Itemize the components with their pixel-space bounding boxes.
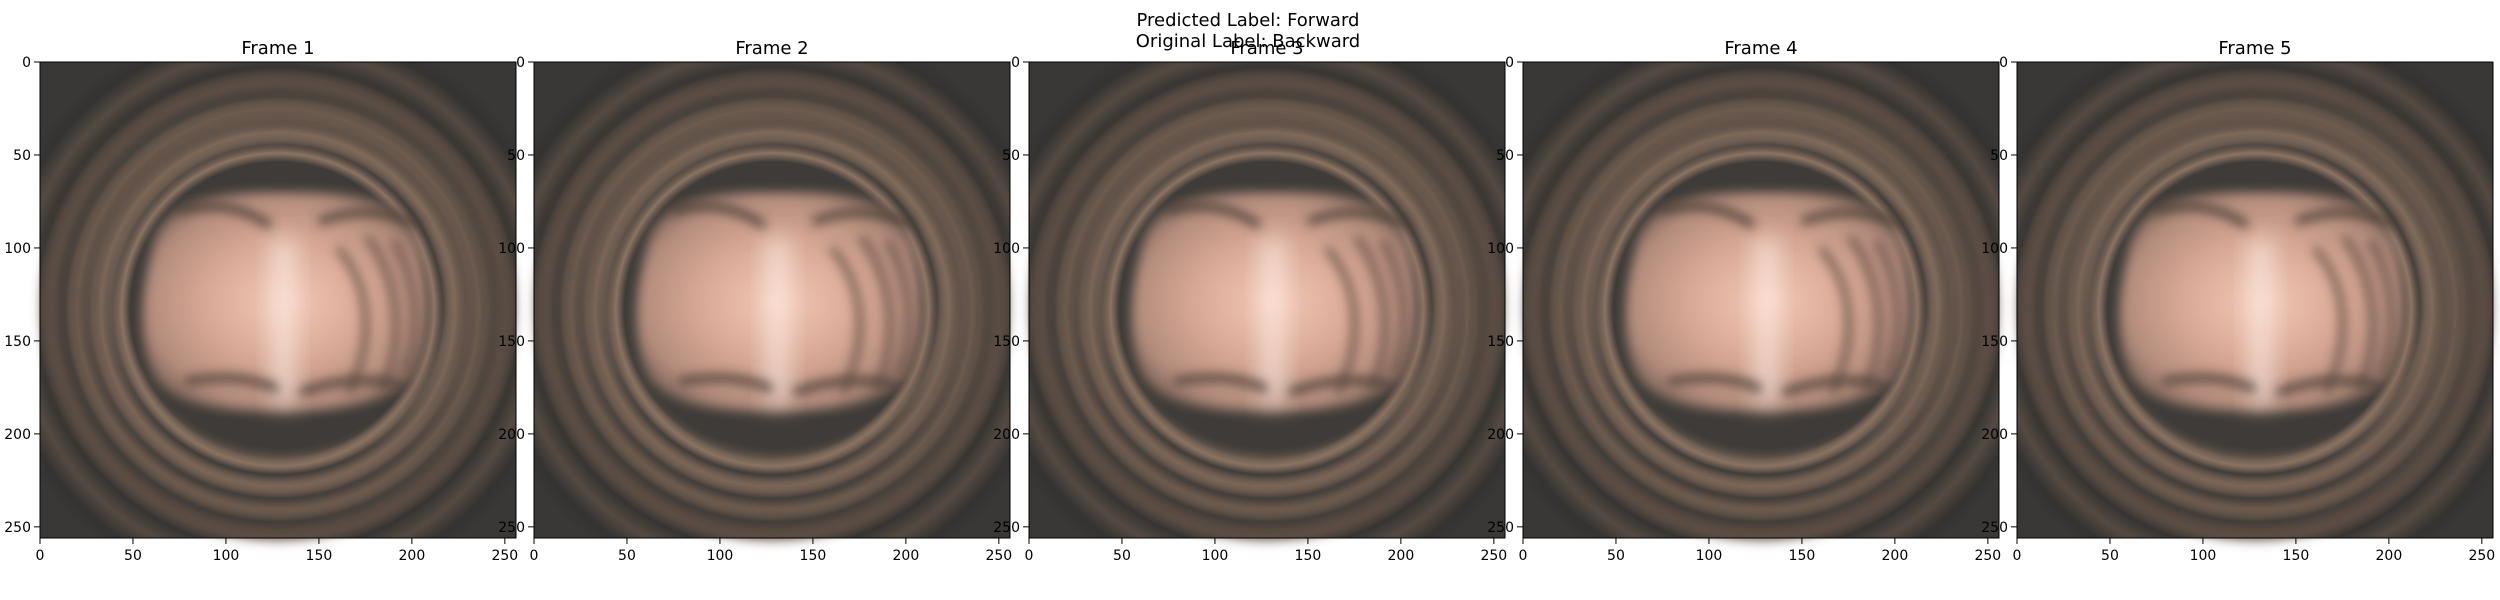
x-tick-label: 250 — [491, 548, 518, 564]
y-tick-label: 150 — [4, 334, 31, 350]
frame-image — [1029, 62, 1505, 538]
x-tick-label: 200 — [1882, 548, 1909, 564]
y-tick-label: 0 — [1999, 55, 2008, 71]
x-tick-label: 0 — [1519, 548, 1528, 564]
x-tick-label: 100 — [213, 548, 240, 564]
frame-panel: Frame 2 0 50 100 150 200 250 0 50 100 150 200 250 — [498, 38, 1012, 564]
frame-title: Frame 2 — [735, 38, 808, 59]
y-tick-label: 150 — [1487, 334, 1514, 350]
y-tick-label: 150 — [498, 334, 525, 350]
frame-panel: Frame 5 0 50 100 150 200 250 0 50 100 150 200 250 — [1981, 38, 2495, 564]
x-tick-label: 200 — [1388, 548, 1415, 564]
y-tick-label: 150 — [1981, 334, 2008, 350]
y-tick-label: 0 — [22, 55, 31, 71]
x-tick-label: 100 — [1202, 548, 1229, 564]
x-tick-label: 150 — [2283, 548, 2310, 564]
subplot-panels: Frame 10 50 100 150 200 250050100150200250Fra… — [4, 38, 2495, 564]
y-tick-label: 200 — [4, 427, 31, 443]
y-tick-label: 50 — [1990, 148, 2008, 164]
y-tick-label: 50 — [507, 148, 525, 164]
x-tick-label: 50 — [1113, 548, 1131, 564]
frame-panel: Frame 3 0 50 100 150 200 250 0 50 100 150 200 250 — [993, 38, 1507, 564]
axes-frame — [1522, 61, 2000, 539]
y-tick-label: 250 — [993, 520, 1020, 536]
y-tick-label: 250 — [1981, 520, 2008, 536]
frame-title: Frame 5 — [2218, 38, 2291, 59]
x-tick-label: 50 — [618, 548, 636, 564]
x-tick-label: 0 — [1025, 548, 1034, 564]
x-tick-label: 0 — [2013, 548, 2022, 564]
x-tick-label: 100 — [2190, 548, 2217, 564]
y-tick-label: 250 — [4, 520, 31, 536]
y-tick-label: 200 — [993, 427, 1020, 443]
y-tick-label: 50 — [13, 148, 31, 164]
y-tick-label: 100 — [1487, 241, 1514, 257]
y-tick-label: 250 — [1487, 520, 1514, 536]
x-tick-label: 50 — [124, 548, 142, 564]
x-tick-label: 50 — [1607, 548, 1625, 564]
x-tick-label: 0 — [530, 548, 539, 564]
y-tick-label: 0 — [1505, 55, 1514, 71]
frame-image — [534, 62, 1010, 538]
frame-panel: Frame 1 0 50 100 150 200 250 0 50 100 150 200 250 — [4, 38, 518, 564]
y-tick-label: 100 — [993, 241, 1020, 257]
x-tick-label: 0 — [36, 548, 45, 564]
axes-frame — [1028, 61, 1506, 539]
frame-title: Frame 1 — [241, 38, 314, 59]
suptitle-line-1: Predicted Label: Forward — [1137, 10, 1360, 31]
y-tick-label: 50 — [1496, 148, 1514, 164]
x-tick-label: 200 — [399, 548, 426, 564]
y-tick-label: 100 — [4, 241, 31, 257]
y-tick-label: 100 — [498, 241, 525, 257]
axes-frame — [2016, 61, 2494, 539]
x-tick-label: 250 — [1974, 548, 2001, 564]
x-tick-label: 50 — [2101, 548, 2119, 564]
frame-image — [1523, 62, 1999, 538]
y-tick-label: 50 — [1002, 148, 1020, 164]
x-tick-label: 250 — [2468, 548, 2495, 564]
y-tick-label: 200 — [1981, 427, 2008, 443]
x-tick-label: 150 — [306, 548, 333, 564]
y-tick-label: 200 — [1487, 427, 1514, 443]
axes-frame — [533, 61, 1011, 539]
x-tick-label: 200 — [893, 548, 920, 564]
frame-title: Frame 3 — [1230, 38, 1303, 59]
y-tick-label: 100 — [1981, 241, 2008, 257]
frame-panel: Frame 4 0 50 100 150 200 250 0 50 100 150 200 250 — [1487, 38, 2001, 564]
axes-frame — [39, 61, 517, 539]
x-tick-label: 150 — [1295, 548, 1322, 564]
suptitle-line-2: Original Label: Backward — [1136, 31, 1360, 52]
x-tick-label: 200 — [2376, 548, 2403, 564]
frame-image — [40, 62, 516, 538]
x-tick-label: 250 — [1480, 548, 1507, 564]
x-tick-label: 100 — [1696, 548, 1723, 564]
x-tick-label: 250 — [985, 548, 1012, 564]
y-tick-label: 250 — [498, 520, 525, 536]
frame-title: Frame 4 — [1724, 38, 1797, 59]
frame-image — [2017, 62, 2493, 538]
y-tick-label: 0 — [516, 55, 525, 71]
x-tick-label: 100 — [707, 548, 734, 564]
y-tick-label: 150 — [993, 334, 1020, 350]
y-tick-label: 200 — [498, 427, 525, 443]
x-tick-label: 150 — [800, 548, 827, 564]
x-tick-label: 150 — [1789, 548, 1816, 564]
y-tick-label: 0 — [1011, 55, 1020, 71]
